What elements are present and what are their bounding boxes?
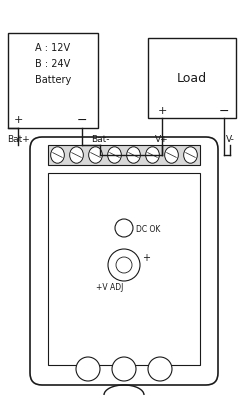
Text: V-: V- xyxy=(226,135,234,145)
Text: −: − xyxy=(219,104,229,118)
Bar xyxy=(48,173,200,365)
Bar xyxy=(48,145,200,165)
FancyBboxPatch shape xyxy=(30,137,218,385)
Ellipse shape xyxy=(184,147,197,163)
Ellipse shape xyxy=(89,147,102,163)
Circle shape xyxy=(115,219,133,237)
Ellipse shape xyxy=(70,147,83,163)
Bar xyxy=(8,33,98,128)
Text: Bat-: Bat- xyxy=(91,135,109,145)
Ellipse shape xyxy=(51,147,64,163)
Bar xyxy=(148,38,236,118)
Ellipse shape xyxy=(165,147,178,163)
Text: +: + xyxy=(13,115,23,125)
Circle shape xyxy=(76,357,100,381)
Text: B : 24V: B : 24V xyxy=(35,59,71,69)
Text: +: + xyxy=(142,253,150,263)
Ellipse shape xyxy=(146,147,159,163)
Text: Load: Load xyxy=(177,71,207,85)
Circle shape xyxy=(148,357,172,381)
Circle shape xyxy=(108,249,140,281)
Circle shape xyxy=(116,257,132,273)
Text: Battery: Battery xyxy=(35,75,71,85)
Ellipse shape xyxy=(108,147,121,163)
Text: V+: V+ xyxy=(155,135,169,145)
Text: DC OK: DC OK xyxy=(136,225,160,235)
Text: Bat+: Bat+ xyxy=(7,135,29,145)
Text: −: − xyxy=(77,114,87,126)
Text: +: + xyxy=(157,106,167,116)
Circle shape xyxy=(112,357,136,381)
Ellipse shape xyxy=(127,147,140,163)
Text: A : 12V: A : 12V xyxy=(35,43,71,53)
Text: +V ADJ: +V ADJ xyxy=(96,283,124,292)
